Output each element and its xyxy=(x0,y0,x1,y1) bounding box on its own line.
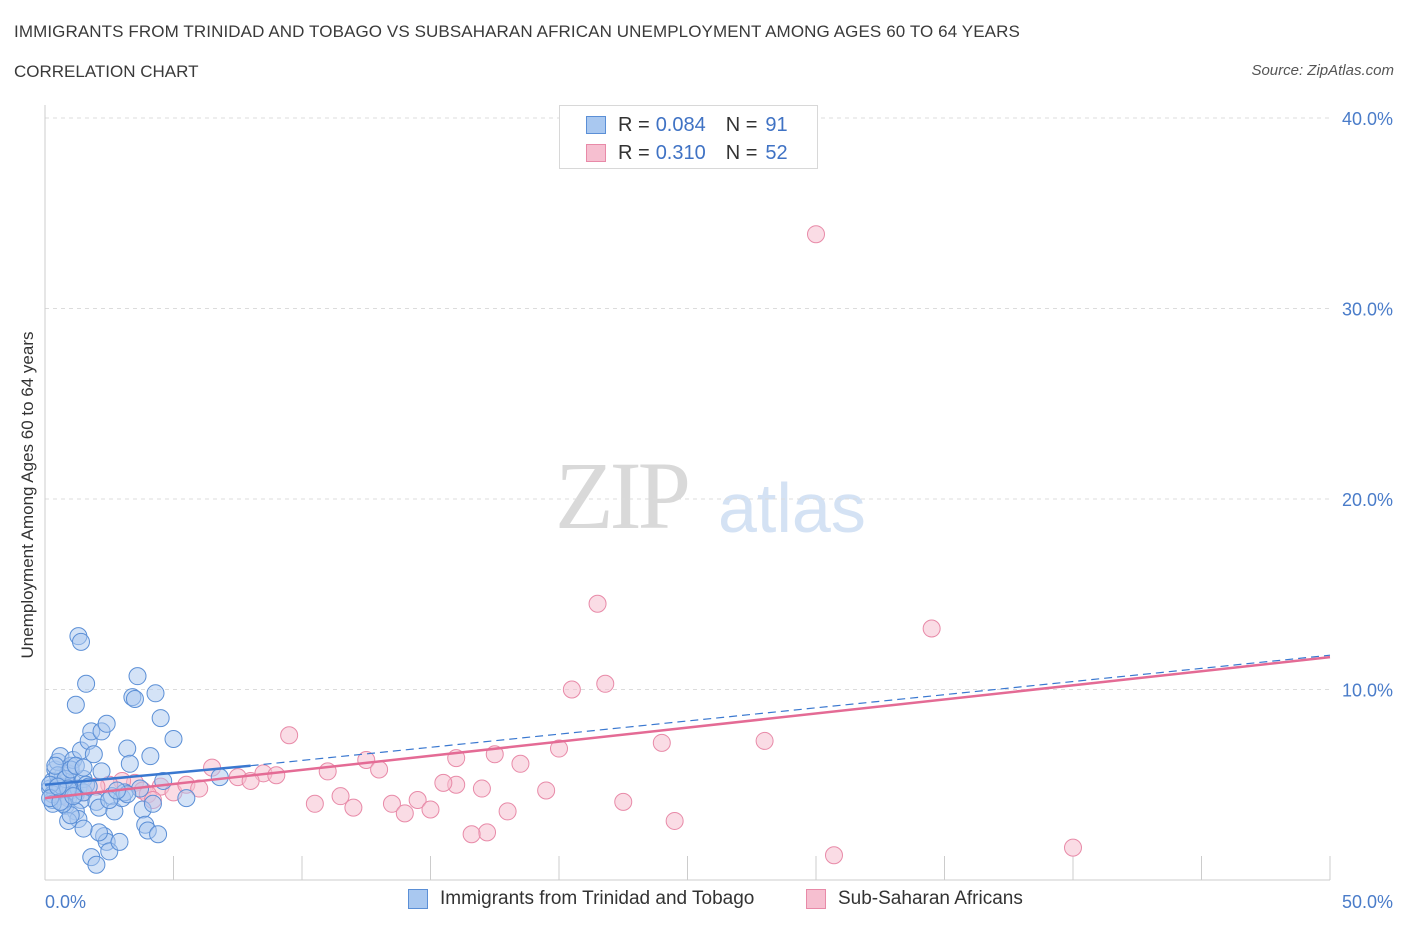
legend-swatch-blue xyxy=(408,889,428,909)
data-point-trinidad xyxy=(97,714,116,733)
data-point-subsaharan xyxy=(408,790,427,809)
axis-layer xyxy=(44,105,1331,881)
data-point-trinidad xyxy=(164,730,183,749)
data-point-subsaharan xyxy=(824,846,843,865)
data-point-trinidad xyxy=(143,794,162,813)
series-legend-item-2[interactable]: Sub-Saharan Africans xyxy=(806,888,1023,910)
data-point-trinidad xyxy=(84,745,103,764)
data-point-subsaharan xyxy=(331,787,350,806)
data-point-subsaharan xyxy=(755,731,774,750)
y-tick-label: 20.0% xyxy=(1342,490,1393,510)
label-layer: 10.0% 20.0% 30.0% 40.0% 0.0% 50.0% Unemploymen… xyxy=(18,109,1393,912)
legend-r-label: R = xyxy=(618,113,650,136)
legend-n-value: 52 xyxy=(765,141,788,164)
correlation-legend: R = 0.084 N = 91 R = 0.310 N = 52 xyxy=(559,105,818,169)
series-legend-item-1[interactable]: Immigrants from Trinidad and Tobago xyxy=(408,888,754,910)
data-point-subsaharan xyxy=(537,781,556,800)
data-point-subsaharan xyxy=(807,225,825,244)
data-point-trinidad xyxy=(125,690,144,709)
legend-r-label: R = xyxy=(618,141,650,164)
data-point-subsaharan xyxy=(344,798,363,817)
data-point-subsaharan xyxy=(922,619,941,638)
y-tick-label: 40.0% xyxy=(1342,109,1393,129)
data-point-subsaharan xyxy=(280,726,299,745)
series-legend-label: Immigrants from Trinidad and Tobago xyxy=(440,888,755,909)
data-point-subsaharan xyxy=(370,760,389,779)
data-point-trinidad xyxy=(74,819,93,838)
data-point-trinidad xyxy=(118,739,137,758)
legend-r-value: 0.084 xyxy=(655,113,706,136)
trend-layer xyxy=(44,654,1331,800)
data-point-trinidad xyxy=(146,684,165,703)
chart-subtitle: CORRELATION CHART xyxy=(14,62,199,81)
data-point-trinidad xyxy=(149,825,168,844)
y-tick-label: 30.0% xyxy=(1342,300,1393,320)
watermark-zip: ZIP xyxy=(555,442,691,549)
data-point-subsaharan xyxy=(596,674,615,693)
data-point-trinidad xyxy=(48,777,67,796)
series-legend-label: Sub-Saharan Africans xyxy=(838,888,1023,909)
points-layer xyxy=(41,225,1082,874)
legend-swatch-pink xyxy=(806,889,826,909)
y-tick-label: 10.0% xyxy=(1342,681,1393,701)
data-point-trinidad xyxy=(120,754,139,773)
data-point-trinidad xyxy=(177,789,196,808)
data-point-trinidad xyxy=(128,667,147,686)
legend-n-label: N = xyxy=(725,113,758,136)
data-point-subsaharan xyxy=(550,739,568,758)
legend-row-series2: R = 0.310 N = 52 xyxy=(560,138,788,168)
data-point-trinidad xyxy=(66,695,85,714)
data-point-subsaharan xyxy=(614,792,633,811)
data-point-subsaharan xyxy=(665,811,684,830)
legend-n-value: 91 xyxy=(765,113,788,136)
data-point-trinidad xyxy=(79,777,98,796)
data-point-subsaharan xyxy=(562,680,581,699)
legend-swatch-pink xyxy=(586,144,606,162)
data-point-trinidad xyxy=(71,632,90,651)
legend-n-label: N = xyxy=(725,141,758,164)
data-point-subsaharan xyxy=(382,794,401,813)
grid-layer xyxy=(45,117,1330,690)
chart-title: IMMIGRANTS FROM TRINIDAD AND TOBAGO VS S… xyxy=(14,22,1020,41)
data-point-trinidad xyxy=(151,709,170,728)
trend-line-subsaharan xyxy=(44,655,1331,800)
legend-r-value: 0.310 xyxy=(655,141,706,164)
data-point-trinidad xyxy=(87,855,106,874)
trend-line-trinidad-extension xyxy=(250,654,1331,767)
data-point-subsaharan xyxy=(395,804,414,823)
data-point-subsaharan xyxy=(498,802,517,821)
data-point-subsaharan xyxy=(1064,838,1082,857)
trend-line-trinidad xyxy=(44,764,251,786)
data-point-subsaharan xyxy=(267,766,286,785)
data-point-subsaharan xyxy=(462,825,481,844)
legend-row-series1: R = 0.084 N = 91 xyxy=(560,110,788,140)
watermark-atlas: atlas xyxy=(718,469,866,547)
data-point-subsaharan xyxy=(434,773,453,792)
x-tick-label: 0.0% xyxy=(45,892,86,912)
data-point-subsaharan xyxy=(305,794,324,813)
data-point-trinidad xyxy=(110,832,129,851)
data-point-trinidad xyxy=(92,762,111,781)
data-point-trinidad xyxy=(77,674,96,693)
data-point-subsaharan xyxy=(652,733,671,752)
data-point-subsaharan xyxy=(588,594,607,613)
legend-swatch-blue xyxy=(586,116,606,134)
x-tick-label: 50.0% xyxy=(1342,892,1393,912)
y-axis-label: Unemployment Among Ages 60 to 64 years xyxy=(18,332,37,659)
data-point-trinidad xyxy=(141,747,160,766)
data-point-trinidad xyxy=(74,758,93,777)
data-point-subsaharan xyxy=(472,779,491,798)
data-point-subsaharan xyxy=(511,754,530,773)
data-point-trinidad xyxy=(89,823,108,842)
source-credit: Source: ZipAtlas.com xyxy=(1251,62,1394,79)
data-point-subsaharan xyxy=(478,823,497,842)
data-point-subsaharan xyxy=(421,800,440,819)
